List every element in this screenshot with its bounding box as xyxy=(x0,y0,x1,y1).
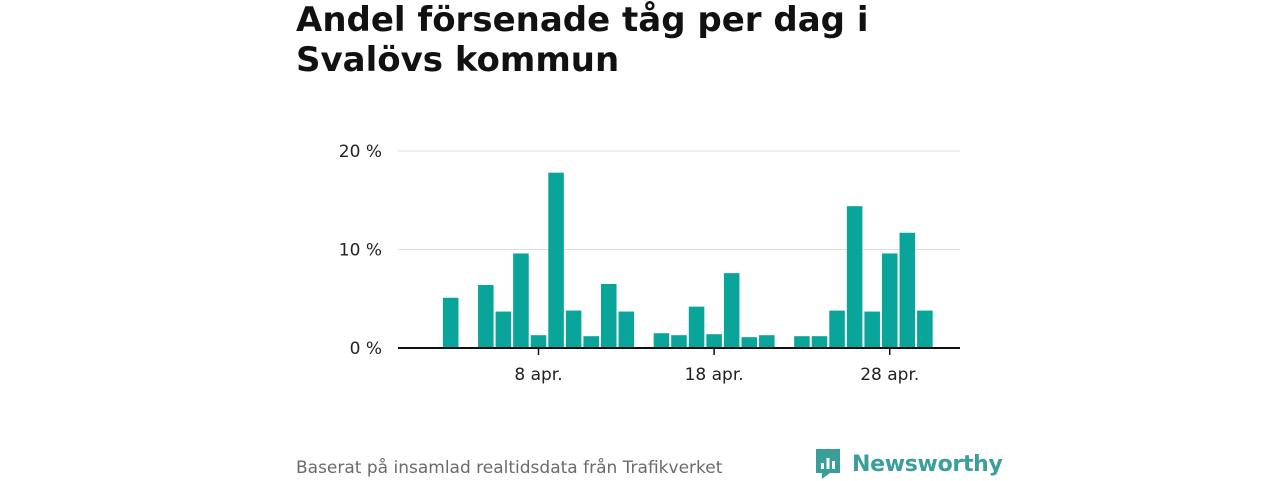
bar xyxy=(530,335,547,348)
bar xyxy=(442,297,459,348)
y-tick-label: 0 % xyxy=(350,339,382,359)
bar xyxy=(864,311,880,348)
x-tick-label: 8 apr. xyxy=(514,365,562,385)
y-tick-labels: 0 % 10 % 20 % xyxy=(339,142,382,359)
bar xyxy=(671,335,687,348)
bar-chart: 0 % 10 % 20 % 8 apr. 18 apr. 28 apr. xyxy=(339,142,960,385)
bar xyxy=(583,336,599,348)
bar xyxy=(478,284,494,348)
bar xyxy=(600,283,617,348)
bar xyxy=(618,311,635,348)
y-tick-label: 10 % xyxy=(339,241,382,261)
bar xyxy=(917,310,933,348)
bar xyxy=(899,232,916,348)
gridlines xyxy=(398,150,960,250)
brand-name: Newsworthy xyxy=(852,451,1003,477)
bar xyxy=(688,306,705,348)
bar xyxy=(653,333,670,348)
bar xyxy=(741,337,758,348)
bars xyxy=(442,172,933,348)
bar xyxy=(759,335,775,348)
bar xyxy=(513,253,529,348)
source-note: Baserat på insamlad realtidsdata från Tr… xyxy=(296,458,723,478)
bar xyxy=(723,273,740,348)
chart-title: Andel försenade tåg per dag i Svalövs ko… xyxy=(296,0,869,80)
x-tick-label: 28 apr. xyxy=(860,365,919,385)
bar xyxy=(811,336,828,348)
x-axis xyxy=(398,347,960,355)
bar xyxy=(846,206,863,348)
bar xyxy=(794,336,810,348)
bar xyxy=(706,334,722,348)
bar xyxy=(495,311,512,348)
bar xyxy=(548,172,564,348)
newsworthy-logo-icon xyxy=(816,449,840,479)
y-tick-label: 20 % xyxy=(339,142,382,162)
bar xyxy=(881,253,898,348)
brand-logo: Newsworthy xyxy=(814,447,1003,481)
x-tick-label: 18 apr. xyxy=(685,365,744,385)
bar xyxy=(829,310,845,348)
bar xyxy=(565,310,582,348)
x-tick-labels: 8 apr. 18 apr. 28 apr. xyxy=(514,365,919,385)
